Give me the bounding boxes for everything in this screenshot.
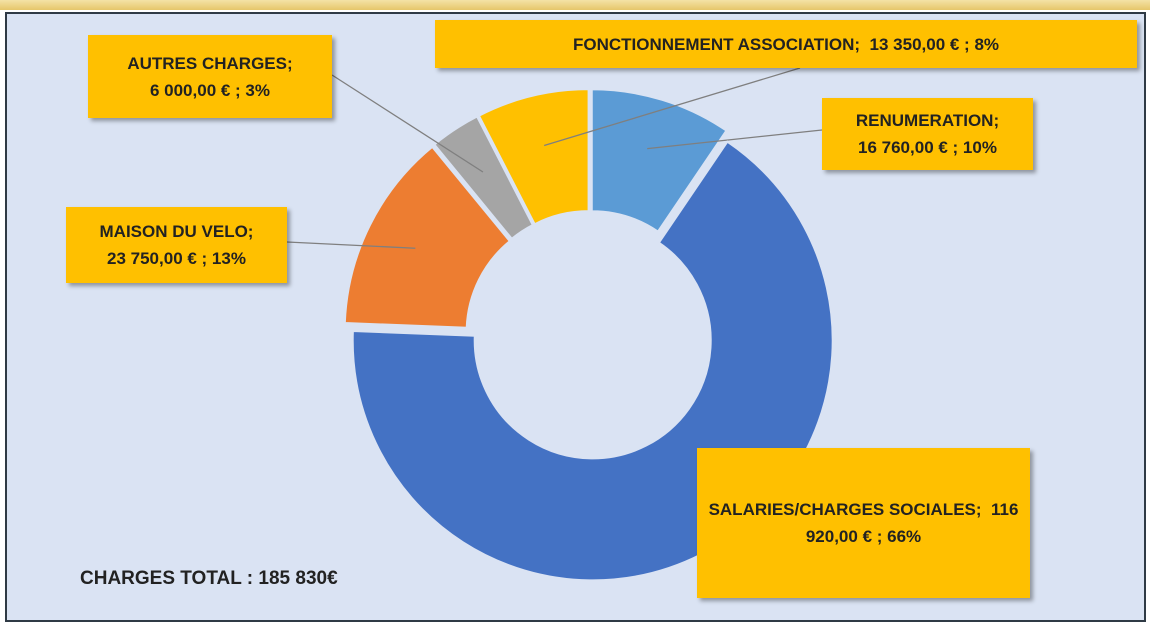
value-label: 13 350,00 € ; 8% bbox=[869, 34, 1000, 54]
leader-line bbox=[286, 241, 416, 249]
top-bar bbox=[0, 0, 1150, 10]
value-label: 16 760,00 € ; 10% bbox=[858, 138, 997, 157]
slice bbox=[590, 88, 728, 233]
slice bbox=[477, 88, 590, 226]
slice bbox=[432, 115, 535, 241]
data-label: SALARIES/CHARGES SOCIALES; 116 920,00 € … bbox=[697, 448, 1030, 598]
data-label: RENUMERATION; 16 760,00 € ; 10% bbox=[822, 98, 1033, 170]
value-label: 116 920,00 € ; 66% bbox=[805, 500, 1019, 546]
data-label: FONCTIONNEMENT ASSOCIATION; 13 350,00 € … bbox=[435, 20, 1137, 68]
label-text: SALARIES/CHARGES SOCIALES; 116 920,00 € … bbox=[707, 496, 1020, 550]
leader-line bbox=[331, 74, 484, 173]
label-text: MAISON DU VELO; 23 750,00 € ; 13% bbox=[100, 218, 254, 272]
label-text: RENUMERATION; 16 760,00 € ; 10% bbox=[856, 107, 999, 161]
data-label: MAISON DU VELO; 23 750,00 € ; 13% bbox=[66, 207, 287, 283]
label-text: FONCTIONNEMENT ASSOCIATION; 13 350,00 € … bbox=[573, 31, 999, 58]
leader-line bbox=[543, 67, 801, 147]
label-text: AUTRES CHARGES; 6 000,00 € ; 3% bbox=[127, 50, 292, 104]
leader-line bbox=[647, 129, 823, 150]
slice bbox=[343, 145, 512, 329]
category-label: SALARIES/CHARGES SOCIALES; bbox=[708, 500, 982, 519]
value-label: 23 750,00 € ; 13% bbox=[107, 249, 246, 268]
value-label: 6 000,00 € ; 3% bbox=[149, 80, 270, 100]
category-label: AUTRES CHARGES; bbox=[127, 53, 293, 73]
category-label: FONCTIONNEMENT ASSOCIATION; bbox=[572, 34, 861, 54]
category-label: MAISON DU VELO; bbox=[99, 222, 254, 241]
annotation: CHARGES TOTAL : 185 830€ bbox=[80, 568, 338, 589]
category-label: RENUMERATION; bbox=[855, 111, 1000, 130]
data-label: AUTRES CHARGES; 6 000,00 € ; 3% bbox=[88, 35, 332, 118]
